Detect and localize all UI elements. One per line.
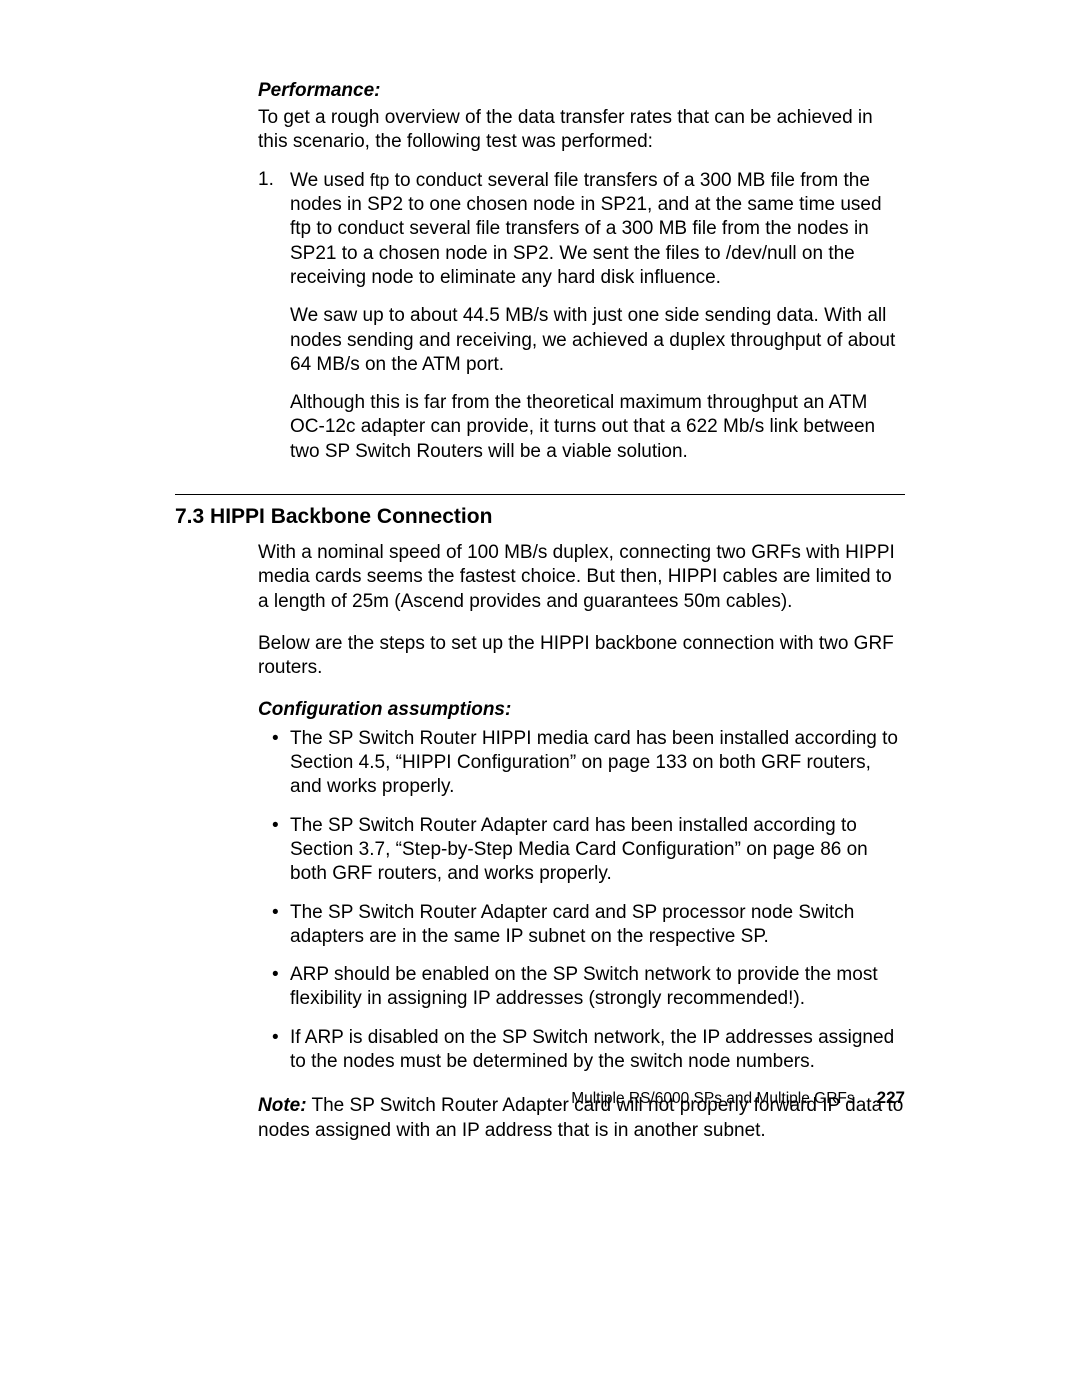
bullet-text: The SP Switch Router Adapter card and SP…	[290, 901, 905, 950]
page-footer: Multiple RS/6000 SPs and Multiple GRFs 22…	[571, 1088, 905, 1108]
list-item-body: We used ftp to conduct several file tran…	[290, 169, 905, 291]
ftp-literal: ftp	[370, 170, 389, 190]
bullet-text: If ARP is disabled on the SP Switch netw…	[290, 1026, 905, 1075]
bullet-icon: •	[272, 963, 290, 1012]
bullet-icon: •	[272, 901, 290, 950]
bullet-item: • The SP Switch Router Adapter card and …	[272, 901, 905, 950]
bullet-item: • The SP Switch Router HIPPI media card …	[272, 727, 905, 800]
bullet-item: • The SP Switch Router Adapter card has …	[272, 814, 905, 887]
section-p1: With a nominal speed of 100 MB/s duplex,…	[258, 541, 905, 614]
list-number: 1.	[258, 169, 290, 291]
list-item-para2: We saw up to about 44.5 MB/s with just o…	[290, 304, 905, 377]
section-body: With a nominal speed of 100 MB/s duplex,…	[258, 541, 905, 1143]
ordered-list-item: 1. We used ftp to conduct several file t…	[258, 169, 905, 291]
page: Performance: To get a rough overview of …	[0, 0, 1080, 1397]
bullet-text: The SP Switch Router HIPPI media card ha…	[290, 727, 905, 800]
section-heading: 7.3 HIPPI Backbone Connection	[175, 505, 905, 529]
section-rule	[175, 494, 905, 495]
note-label: Note:	[258, 1095, 307, 1116]
bullet-item: • If ARP is disabled on the SP Switch ne…	[272, 1026, 905, 1075]
performance-block: Performance: To get a rough overview of …	[258, 80, 905, 464]
footer-title: Multiple RS/6000 SPs and Multiple GRFs	[571, 1090, 854, 1107]
bullet-item: • ARP should be enabled on the SP Switch…	[272, 963, 905, 1012]
bullet-text: ARP should be enabled on the SP Switch n…	[290, 963, 905, 1012]
item1-text-a: We used	[290, 170, 370, 191]
list-item-para3: Although this is far from the theoretica…	[290, 391, 905, 464]
bullet-icon: •	[272, 814, 290, 887]
performance-intro: To get a rough overview of the data tran…	[258, 106, 905, 155]
bullet-text: The SP Switch Router Adapter card has be…	[290, 814, 905, 887]
section-p2: Below are the steps to set up the HIPPI …	[258, 632, 905, 681]
page-number: 227	[877, 1088, 905, 1107]
bullet-icon: •	[272, 1026, 290, 1075]
performance-heading: Performance:	[258, 80, 905, 102]
bullet-icon: •	[272, 727, 290, 800]
config-heading: Configuration assumptions:	[258, 699, 905, 721]
